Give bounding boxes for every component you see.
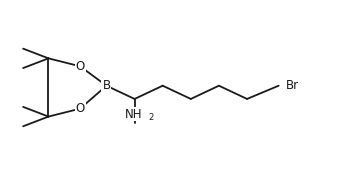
Text: NH: NH <box>125 108 142 121</box>
Text: O: O <box>75 102 85 115</box>
Text: 2: 2 <box>148 113 153 122</box>
Text: Br: Br <box>286 79 299 92</box>
Text: B: B <box>102 79 111 92</box>
Text: O: O <box>75 60 85 73</box>
